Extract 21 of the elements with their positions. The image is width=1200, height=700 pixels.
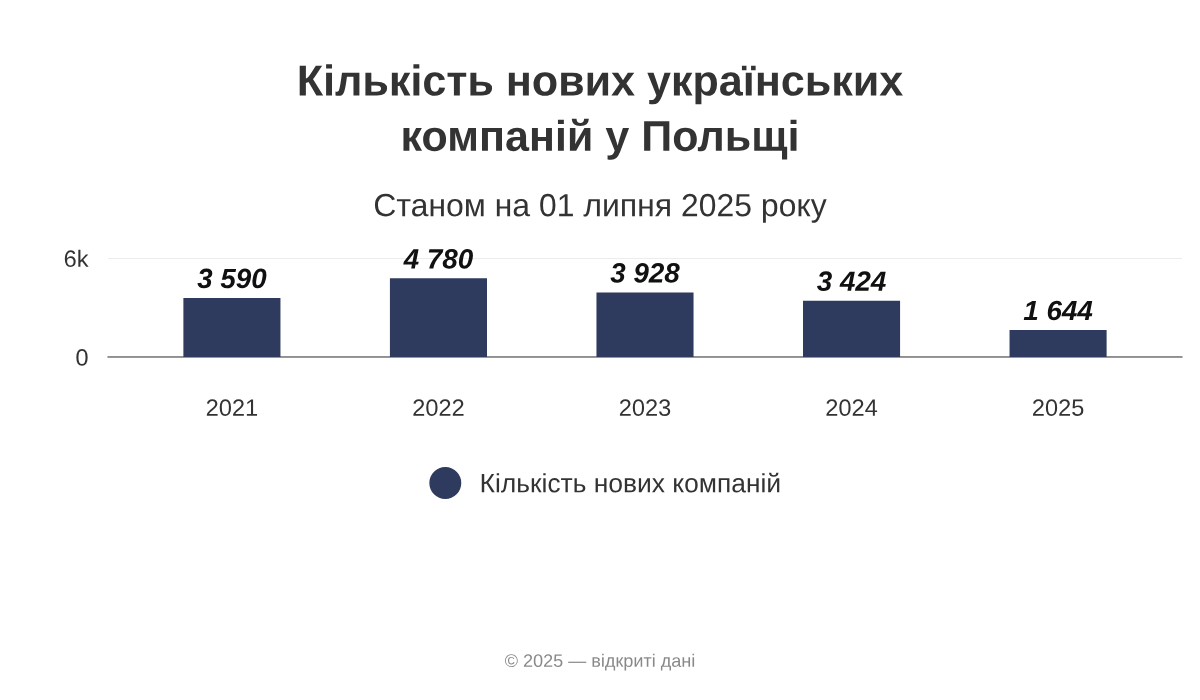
data-label: 3 928 (610, 263, 680, 283)
x-tick-label: 2023 (619, 399, 671, 417)
x-tick-label: 2021 (206, 399, 258, 417)
bar (803, 300, 901, 357)
bar (389, 278, 487, 357)
legend-label: Кількість нових компаній (481, 472, 780, 493)
data-label: 1 644 (1023, 300, 1093, 321)
data-label: 3 424 (817, 271, 886, 292)
bar (596, 292, 694, 357)
x-tick-label: 2025 (1033, 399, 1084, 417)
y-tick-label: 6k (64, 249, 89, 268)
x-tick-label: 2024 (826, 399, 878, 417)
data-label: 3 590 (197, 268, 267, 289)
bar (183, 297, 281, 357)
chart-subtitle: Станом на 01 липня 2025 року (374, 193, 827, 223)
bar (1009, 329, 1107, 357)
text: © 2025 — відкриті дані (504, 653, 695, 671)
y-tick-label: 0 (76, 349, 88, 366)
x-tick-label: 2022 (413, 399, 464, 417)
chart-title: Кількість нових українських компаній у Польщі (299, 64, 903, 160)
data-label: 4 780 (403, 249, 473, 269)
